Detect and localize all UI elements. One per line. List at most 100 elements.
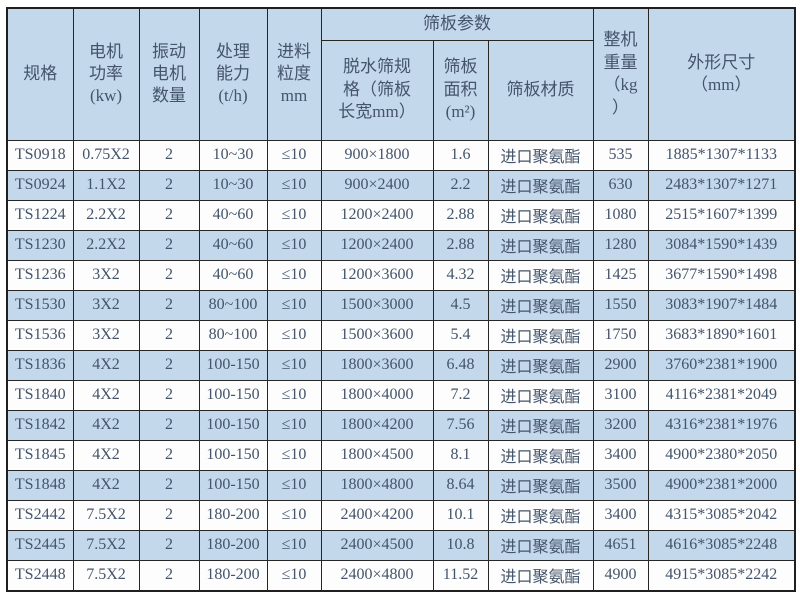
header-motor-power: 电机 功率 (kw) (72, 7, 140, 141)
table-cell-spec: TS1236 (6, 259, 74, 291)
table-cell-dimensions: 4900*2380*2050 (647, 439, 796, 471)
table-cell-screen_size: 1800×3600 (320, 349, 434, 381)
table-cell-capacity: 80~100 (198, 319, 268, 351)
table-cell-screen_area: 2.2 (432, 169, 489, 201)
table-cell-machine_weight: 4651 (592, 529, 649, 561)
table-cell-feed_size: ≤10 (266, 319, 322, 351)
table-cell-vib_motor_qty: 2 (138, 229, 200, 261)
table-cell-dimensions: 4900*2381*2000 (647, 469, 796, 501)
table-cell-screen_size: 900×1800 (320, 139, 434, 171)
table-cell-motor_power: 3X2 (72, 319, 140, 351)
table-cell-screen_material: 进口聚氨酯 (487, 349, 594, 381)
table-cell-feed_size: ≤10 (266, 529, 322, 561)
table-cell-spec: TS1848 (6, 469, 74, 501)
table-cell-dimensions: 3084*1590*1439 (647, 229, 796, 261)
table-cell-vib_motor_qty: 2 (138, 199, 200, 231)
table-cell-motor_power: 7.5X2 (72, 529, 140, 561)
table-cell-vib_motor_qty: 2 (138, 439, 200, 471)
table-cell-screen_size: 2400×4200 (320, 499, 434, 531)
table-cell-vib_motor_qty: 2 (138, 559, 200, 592)
table-cell-screen_size: 900×2400 (320, 169, 434, 201)
table-cell-dimensions: 4116*2381*2049 (647, 379, 796, 411)
table-cell-motor_power: 4X2 (72, 409, 140, 441)
table-cell-screen_area: 10.1 (432, 499, 489, 531)
header-capacity: 处理 能力 (t/h) (198, 7, 268, 141)
table-cell-motor_power: 2.2X2 (72, 229, 140, 261)
table-cell-dimensions: 4316*2381*1976 (647, 409, 796, 441)
table-cell-screen_size: 1200×2400 (320, 229, 434, 261)
table-cell-machine_weight: 3100 (592, 379, 649, 411)
table-cell-vib_motor_qty: 2 (138, 379, 200, 411)
table-cell-screen_size: 1800×4000 (320, 379, 434, 411)
table-cell-screen_material: 进口聚氨酯 (487, 139, 594, 171)
table-cell-spec: TS2448 (6, 559, 74, 592)
table-row: TS2442 7.5X2 2 180-200 ≤10 2400×4200 10.1 进口聚氨酯… (6, 499, 796, 531)
table-cell-capacity: 100-150 (198, 439, 268, 471)
table-cell-capacity: 100-150 (198, 469, 268, 501)
header-row-sub: 脱水筛规 格（筛板 长宽mm） 筛板 面积 (m²) 筛板材质 (7, 39, 795, 141)
table-cell-machine_weight: 630 (592, 169, 649, 201)
table-cell-capacity: 40~60 (198, 259, 268, 291)
table-cell-machine_weight: 3500 (592, 469, 649, 501)
table-row: TS1848 4X2 2 100-150 ≤10 1800×4800 8.64 进口聚氨酯 35… (6, 469, 796, 501)
table-cell-spec: TS0918 (6, 139, 74, 171)
table-row: TS0924 1.1X2 2 10~30 ≤10 900×2400 2.2 进口聚氨酯 630 2… (6, 169, 796, 201)
table-cell-screen_area: 7.2 (432, 379, 489, 411)
table-cell-spec: TS0924 (6, 169, 74, 201)
table-cell-spec: TS1842 (6, 409, 74, 441)
table-cell-vib_motor_qty: 2 (138, 499, 200, 531)
table-cell-capacity: 40~60 (198, 229, 268, 261)
table-row: TS2448 7.5X2 2 180-200 ≤10 2400×4800 11.52 进口聚氨… (6, 559, 796, 592)
table-cell-screen_size: 1500×3600 (320, 319, 434, 351)
table-cell-capacity: 10~30 (198, 139, 268, 171)
table-cell-screen_size: 1200×3600 (320, 259, 434, 291)
table-cell-dimensions: 4315*3085*2042 (647, 499, 796, 531)
table-cell-dimensions: 3760*2381*1900 (647, 349, 796, 381)
table-body: TS0918 0.75X2 2 10~30 ≤10 900×1800 1.6 进口聚氨酯 535… (6, 139, 796, 592)
table-cell-vib_motor_qty: 2 (138, 169, 200, 201)
table-cell-feed_size: ≤10 (266, 559, 322, 592)
table-cell-feed_size: ≤10 (266, 439, 322, 471)
table-cell-capacity: 180-200 (198, 499, 268, 531)
table-cell-machine_weight: 1080 (592, 199, 649, 231)
table-cell-machine_weight: 1425 (592, 259, 649, 291)
table-row: TS1230 2.2X2 2 40~60 ≤10 1200×2400 2.88 进口聚氨酯 12… (6, 229, 796, 261)
table-row: TS1536 3X2 2 80~100 ≤10 1500×3600 5.4 进口聚氨酯 1750… (6, 319, 796, 351)
table-cell-screen_area: 2.88 (432, 229, 489, 261)
table-cell-spec: TS1840 (6, 379, 74, 411)
table-cell-screen_material: 进口聚氨酯 (487, 379, 594, 411)
table-cell-screen_area: 10.8 (432, 529, 489, 561)
table-cell-motor_power: 3X2 (72, 259, 140, 291)
table-cell-feed_size: ≤10 (266, 259, 322, 291)
table-cell-machine_weight: 3400 (592, 499, 649, 531)
table-cell-vib_motor_qty: 2 (138, 289, 200, 321)
table-cell-screen_size: 2400×4500 (320, 529, 434, 561)
table-cell-spec: TS1230 (6, 229, 74, 261)
table-cell-spec: TS1530 (6, 289, 74, 321)
table-cell-dimensions: 2483*1307*1271 (647, 169, 796, 201)
table-cell-feed_size: ≤10 (266, 139, 322, 171)
table-cell-motor_power: 3X2 (72, 289, 140, 321)
table-cell-dimensions: 3677*1590*1498 (647, 259, 796, 291)
table-cell-dimensions: 2515*1607*1399 (647, 199, 796, 231)
table-cell-screen_material: 进口聚氨酯 (487, 469, 594, 501)
table-cell-screen_area: 4.32 (432, 259, 489, 291)
table-row: TS1842 4X2 2 100-150 ≤10 1800×4200 7.56 进口聚氨酯 32… (6, 409, 796, 441)
table-row: TS1840 4X2 2 100-150 ≤10 1800×4000 7.2 进口聚氨酯 310… (6, 379, 796, 411)
table-cell-motor_power: 4X2 (72, 439, 140, 471)
table-cell-dimensions: 1885*1307*1133 (647, 139, 796, 171)
table-cell-motor_power: 2.2X2 (72, 199, 140, 231)
table-cell-screen_size: 1500×3000 (320, 289, 434, 321)
table-cell-screen_area: 4.5 (432, 289, 489, 321)
table-cell-screen_area: 8.64 (432, 469, 489, 501)
table-cell-screen_area: 5.4 (432, 319, 489, 351)
table-cell-vib_motor_qty: 2 (138, 349, 200, 381)
table-cell-feed_size: ≤10 (266, 199, 322, 231)
table-row: TS1836 4X2 2 100-150 ≤10 1800×3600 6.48 进口聚氨酯 29… (6, 349, 796, 381)
table-cell-screen_material: 进口聚氨酯 (487, 169, 594, 201)
table-cell-capacity: 100-150 (198, 379, 268, 411)
table-cell-screen_area: 7.56 (432, 409, 489, 441)
table-cell-vib_motor_qty: 2 (138, 259, 200, 291)
table-row: TS1845 4X2 2 100-150 ≤10 1800×4500 8.1 进口聚氨酯 340… (6, 439, 796, 471)
table-cell-machine_weight: 4900 (592, 559, 649, 592)
